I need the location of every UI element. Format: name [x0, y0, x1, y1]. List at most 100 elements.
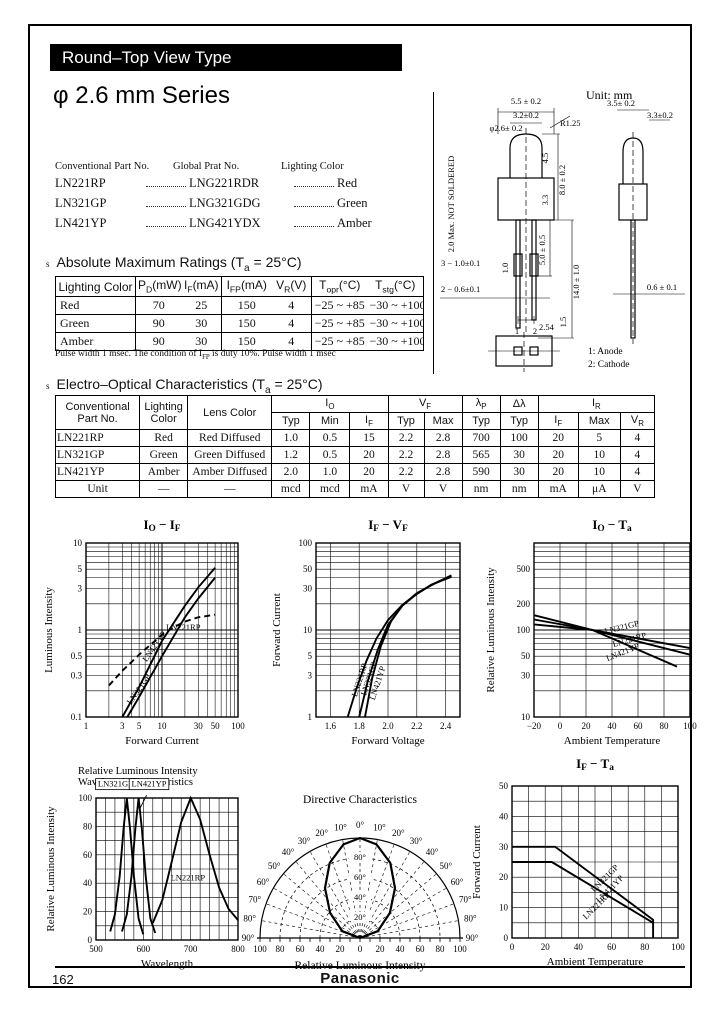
- column-header: PD(mW): [138, 278, 182, 295]
- unit-cell: V: [423, 480, 463, 498]
- y-tick-label: 100: [517, 625, 531, 635]
- x-tick-label: 700: [184, 944, 198, 954]
- cell: 90: [135, 314, 182, 333]
- cell: 20: [537, 429, 579, 447]
- sub-header: IF: [349, 412, 389, 430]
- table-row: Amber 90 30 150 4 −25 ~ +85 −30 ~ +100: [55, 332, 424, 351]
- y-tick-label: 3: [78, 583, 83, 593]
- inner-arc-label: 40°: [354, 892, 366, 902]
- eo-table-wrap: Conventional Part No. Lighting Color Lens Co…: [54, 395, 656, 498]
- angle-label: 50°: [268, 861, 281, 871]
- radial-scale-label: 100: [453, 944, 467, 954]
- inner-arc-label: 80°: [354, 852, 366, 862]
- y-tick-label: 30: [499, 842, 509, 852]
- y-tick-label: 0.1: [71, 712, 82, 722]
- table-row: Red 70 25 150 4 −25 ~ +85 −30 ~ +100: [55, 296, 424, 315]
- curve-label: LN321GP: [98, 779, 133, 789]
- column-header: Tstg(°C): [375, 278, 416, 295]
- part-list-header-global: Global Prat No.: [173, 161, 240, 172]
- curve-label: LN221RP: [166, 622, 201, 632]
- y-tick-label: 10: [499, 903, 509, 913]
- dotted-leader: [146, 196, 186, 207]
- x-tick-label: 0: [510, 942, 515, 952]
- table-row: Green 90 30 150 4 −25 ~ +85 −30 ~ +100: [55, 314, 424, 333]
- unit-cell: V: [619, 480, 656, 498]
- dimension-label: 1.0: [500, 263, 510, 274]
- sub-header: Typ: [271, 412, 311, 430]
- curve-label: LN421YP: [132, 779, 167, 789]
- angle-label: 70°: [459, 895, 472, 905]
- y-tick-label: 20: [499, 872, 509, 882]
- y-tick-label: 40: [83, 878, 93, 888]
- dotted-leader: [294, 216, 334, 227]
- unit-cell: mcd: [309, 480, 351, 498]
- cell: 4: [619, 446, 656, 464]
- cell: 20: [349, 463, 389, 481]
- global-part-no: LNG321GDG: [189, 196, 261, 210]
- chart-if-vs-vf: 1.6 1.8 2.0 2.2 2.4 1 3 5 10 30 50 100 IF − VF Forwar…: [271, 517, 461, 747]
- angle-label: 60°: [257, 877, 270, 887]
- cell: 2.8: [423, 429, 463, 447]
- cell: −25 ~ +85: [311, 314, 368, 333]
- dimension-label: 5.5 ± 0.2: [511, 96, 541, 106]
- cell: 70: [135, 296, 182, 315]
- dimension-label: φ2.6± 0.2: [490, 123, 523, 133]
- cell: 4: [271, 296, 312, 315]
- x-tick-label: −20: [527, 721, 542, 731]
- cell: 20: [349, 446, 389, 464]
- sub-header: Max: [577, 412, 621, 430]
- y-tick-label: 0.3: [71, 670, 83, 680]
- x-axis-label: Wavelength: [141, 958, 194, 970]
- angle-label: 30°: [298, 836, 311, 846]
- cell: 4: [271, 314, 312, 333]
- group-header: λP: [461, 395, 501, 413]
- cell: −30 ~ +100: [367, 296, 424, 315]
- cell: Amber: [139, 463, 189, 481]
- part-list: LN221RP LNG221RDR Red LN321GP LNG321GDG Green…: [55, 176, 387, 236]
- lighting-color: Amber: [337, 216, 372, 230]
- abs-max-heading: s Absolute Maximum Ratings (Ta = 25°C): [46, 254, 302, 274]
- page-title: φ 2.6 mm Series: [53, 82, 230, 109]
- cell: 0.5: [309, 446, 351, 464]
- dimension-label: 2.54: [539, 322, 555, 332]
- directivity-lobe: [323, 836, 397, 940]
- dimension-label: 0.6 ± 0.1: [647, 282, 677, 292]
- cell: 700: [461, 429, 501, 447]
- angle-label: 0°: [356, 820, 365, 830]
- cell: Green: [55, 314, 136, 333]
- y-tick-label: 80: [83, 821, 93, 831]
- cell: 4: [619, 463, 656, 481]
- radial-scale-label: 80: [276, 944, 286, 954]
- dimension-label: 5.0 ± 0.5: [537, 235, 547, 265]
- lighting-color: Red: [337, 176, 358, 190]
- dimension-label: R1.25: [560, 118, 581, 128]
- section-bullet: s: [46, 259, 50, 269]
- section-banner: Round–Top View Type: [50, 44, 402, 71]
- x-tick-label: 1.8: [354, 721, 366, 731]
- cell: 30: [499, 446, 539, 464]
- cell: 565: [461, 446, 501, 464]
- chart-wavelength: 500 600 700 800 0 20 40 60 80 100 Relative Luminou…: [45, 766, 245, 970]
- x-tick-label: 1: [84, 721, 89, 731]
- x-tick-label: 2.2: [411, 721, 422, 731]
- cell: −30 ~ +100: [367, 332, 424, 351]
- chart-io-vs-ta: −20 0 20 40 60 80 100 10 30 50 100 200 500 IO − Ta Amb…: [485, 517, 697, 747]
- sub-header: Min: [309, 412, 351, 430]
- cell: 4: [271, 332, 312, 351]
- curve-label: LN321GP: [124, 672, 152, 707]
- angle-label: 80°: [243, 914, 256, 924]
- y-tick-label: 60: [83, 850, 93, 860]
- radial-scale-label: 60: [296, 944, 306, 954]
- curve-LN421YP: [364, 574, 452, 718]
- curve-LN421YP: [533, 614, 678, 668]
- radial-scale-label: 40: [396, 944, 406, 954]
- cell: Red Diffused: [187, 429, 273, 447]
- radial-scale-label: 20: [336, 944, 346, 954]
- radial-scale-label: 100: [253, 944, 267, 954]
- dotted-leader: [294, 196, 334, 207]
- cell: 150: [221, 296, 272, 315]
- cell: 30: [181, 314, 222, 333]
- dimension-label: 3.2±0.2: [513, 110, 539, 120]
- x-tick-label: 5: [137, 721, 142, 731]
- group-header: Δλ: [499, 395, 539, 413]
